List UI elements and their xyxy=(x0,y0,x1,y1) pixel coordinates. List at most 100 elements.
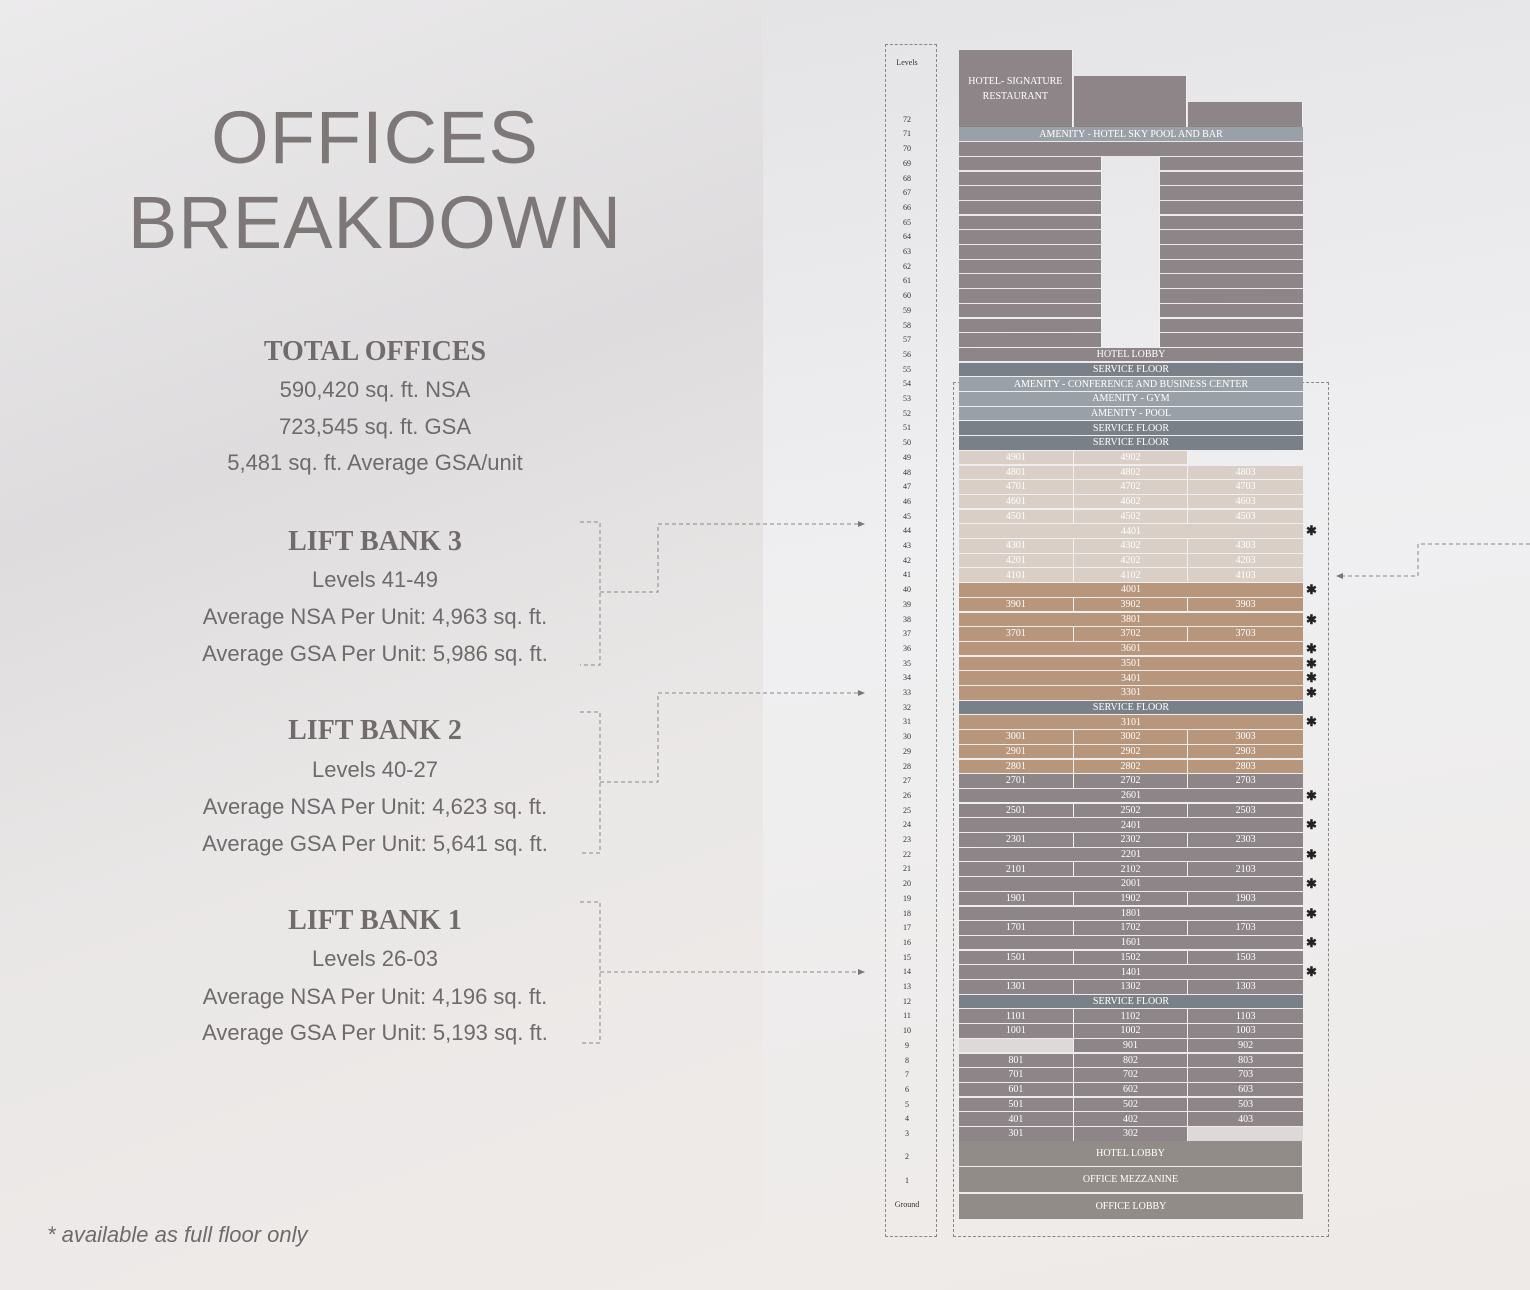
floor-label[interactable]: SERVICE FLOOR xyxy=(959,700,1303,715)
office-unit[interactable]: 1102 xyxy=(1073,1009,1189,1023)
office-unit[interactable]: 2801 xyxy=(959,759,1074,773)
office-unit[interactable]: 1901 xyxy=(959,891,1074,906)
office-unit-full-floor[interactable]: 2201 xyxy=(959,847,1303,862)
office-unit[interactable]: 2303 xyxy=(1188,833,1303,847)
floor-label[interactable]: AMENITY - CONFERENCE AND BUSINESS CENTER xyxy=(959,377,1303,391)
office-unit[interactable]: 502 xyxy=(1073,1097,1189,1112)
office-unit[interactable]: 4901 xyxy=(959,450,1074,465)
office-unit[interactable]: 4101 xyxy=(959,568,1074,582)
office-unit[interactable]: 2103 xyxy=(1188,862,1303,876)
office-unit[interactable]: 1303 xyxy=(1188,980,1303,994)
office-unit[interactable]: 2102 xyxy=(1073,862,1189,876)
office-unit[interactable]: 4802 xyxy=(1073,465,1189,479)
office-unit[interactable]: 1501 xyxy=(959,950,1074,965)
office-unit[interactable]: 503 xyxy=(1188,1097,1303,1112)
office-unit[interactable]: 4701 xyxy=(959,480,1074,494)
office-unit-full-floor[interactable]: 4001 xyxy=(959,583,1303,597)
office-unit-full-floor[interactable]: 2601 xyxy=(959,788,1303,803)
office-unit-full-floor[interactable]: 3501 xyxy=(959,656,1303,671)
office-unit[interactable]: 1701 xyxy=(959,921,1074,935)
office-unit[interactable]: 1702 xyxy=(1073,921,1189,935)
floor-label[interactable]: SERVICE FLOOR xyxy=(959,994,1303,1009)
office-unit-full-floor[interactable]: 2001 xyxy=(959,877,1303,891)
office-unit[interactable]: 603 xyxy=(1188,1082,1303,1097)
office-unit-full-floor[interactable]: 3601 xyxy=(959,641,1303,656)
office-unit[interactable]: 2101 xyxy=(959,862,1074,876)
office-unit[interactable]: 703 xyxy=(1188,1068,1303,1082)
floor-label[interactable]: AMENITY - HOTEL SKY POOL AND BAR xyxy=(959,127,1303,141)
office-unit[interactable]: 1903 xyxy=(1188,891,1303,906)
office-unit[interactable]: 1502 xyxy=(1073,950,1189,965)
floor-label[interactable]: AMENITY - GYM xyxy=(959,392,1303,406)
office-unit[interactable]: 4801 xyxy=(959,465,1074,479)
office-unit[interactable]: 4503 xyxy=(1188,509,1303,524)
office-unit-full-floor[interactable]: 3801 xyxy=(959,612,1303,626)
office-unit[interactable]: 4302 xyxy=(1073,539,1189,553)
office-unit[interactable]: 1002 xyxy=(1073,1024,1189,1038)
office-unit[interactable]: 2703 xyxy=(1188,774,1303,788)
office-unit[interactable]: 2903 xyxy=(1188,744,1303,759)
office-unit[interactable]: 1103 xyxy=(1188,1009,1303,1023)
office-unit[interactable]: 3902 xyxy=(1073,597,1189,612)
office-unit[interactable]: 4103 xyxy=(1188,568,1303,582)
office-unit[interactable]: 4703 xyxy=(1188,480,1303,494)
office-unit[interactable]: 1902 xyxy=(1073,891,1189,906)
office-unit[interactable]: 803 xyxy=(1188,1053,1303,1067)
office-unit[interactable]: 702 xyxy=(1073,1068,1189,1082)
office-unit[interactable]: 4303 xyxy=(1188,539,1303,553)
office-unit[interactable]: 3702 xyxy=(1073,627,1189,641)
office-unit[interactable]: 2701 xyxy=(959,774,1074,788)
floor-label[interactable]: HOTEL LOBBY xyxy=(959,347,1303,362)
floor-label[interactable]: AMENITY - POOL xyxy=(959,406,1303,421)
office-unit[interactable]: 4603 xyxy=(1188,494,1303,509)
office-unit-full-floor[interactable]: 1801 xyxy=(959,906,1303,920)
office-unit[interactable]: 4501 xyxy=(959,509,1074,524)
office-unit[interactable]: 801 xyxy=(959,1053,1074,1067)
office-unit[interactable]: 401 xyxy=(959,1112,1074,1126)
floor-label[interactable]: SERVICE FLOOR xyxy=(959,436,1303,450)
office-unit[interactable]: 402 xyxy=(1073,1112,1189,1126)
office-unit[interactable]: 3001 xyxy=(959,730,1074,744)
office-unit[interactable]: 4102 xyxy=(1073,568,1189,582)
office-unit[interactable]: 501 xyxy=(959,1097,1074,1112)
office-unit[interactable]: 4502 xyxy=(1073,509,1189,524)
office-unit[interactable]: 2901 xyxy=(959,744,1074,759)
office-unit[interactable]: 4803 xyxy=(1188,465,1303,479)
office-unit[interactable]: 301 xyxy=(959,1127,1074,1141)
office-unit[interactable]: 1301 xyxy=(959,980,1074,994)
office-unit[interactable]: 902 xyxy=(1188,1038,1303,1053)
floor-label[interactable]: SERVICE FLOOR xyxy=(959,362,1303,377)
office-unit[interactable]: 701 xyxy=(959,1068,1074,1082)
office-unit[interactable]: 802 xyxy=(1073,1053,1189,1067)
office-unit[interactable]: 1003 xyxy=(1188,1024,1303,1038)
office-unit[interactable]: 3701 xyxy=(959,627,1074,641)
office-unit-full-floor[interactable]: 2401 xyxy=(959,818,1303,832)
office-unit[interactable]: 602 xyxy=(1073,1082,1189,1097)
office-unit[interactable]: 2802 xyxy=(1073,759,1189,773)
office-unit[interactable]: 1302 xyxy=(1073,980,1189,994)
office-unit-full-floor[interactable]: 3401 xyxy=(959,671,1303,685)
office-unit[interactable]: 3703 xyxy=(1188,627,1303,641)
office-unit-full-floor[interactable]: 4401 xyxy=(959,524,1303,538)
office-unit[interactable]: 1503 xyxy=(1188,950,1303,965)
office-unit-full-floor[interactable]: 1401 xyxy=(959,965,1303,979)
office-unit[interactable]: 1001 xyxy=(959,1024,1074,1038)
office-unit[interactable]: 403 xyxy=(1188,1112,1303,1126)
office-unit[interactable]: 4301 xyxy=(959,539,1074,553)
office-unit[interactable]: 2502 xyxy=(1073,803,1189,818)
office-unit[interactable]: 2902 xyxy=(1073,744,1189,759)
office-unit[interactable]: 4902 xyxy=(1073,450,1189,465)
office-unit[interactable]: 901 xyxy=(1073,1038,1189,1053)
office-unit[interactable]: 302 xyxy=(1073,1127,1189,1141)
office-unit[interactable]: 601 xyxy=(959,1082,1074,1097)
office-unit[interactable]: 2301 xyxy=(959,833,1074,847)
office-unit[interactable]: 3003 xyxy=(1188,730,1303,744)
office-unit[interactable]: 4601 xyxy=(959,494,1074,509)
office-unit-full-floor[interactable]: 3301 xyxy=(959,686,1303,700)
office-unit[interactable]: 4702 xyxy=(1073,480,1189,494)
office-unit[interactable]: 1101 xyxy=(959,1009,1074,1023)
office-unit[interactable]: 4201 xyxy=(959,553,1074,568)
office-unit-full-floor[interactable]: 1601 xyxy=(959,935,1303,950)
floor-label[interactable]: SERVICE FLOOR xyxy=(959,421,1303,435)
office-unit-full-floor[interactable]: 3101 xyxy=(959,715,1303,729)
